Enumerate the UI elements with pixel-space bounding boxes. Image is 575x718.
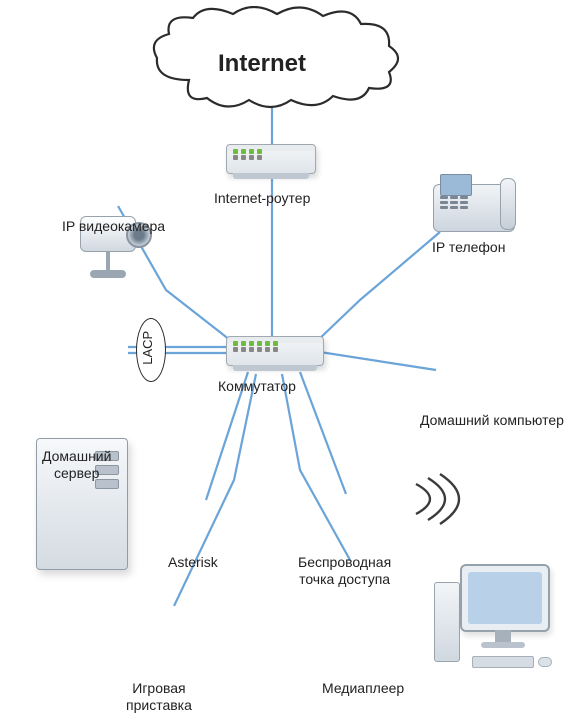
lacp-label: LACP [140, 331, 156, 365]
game-console-label: Игровая приставка [126, 680, 192, 714]
home-pc-icon [432, 564, 552, 674]
router-icon [226, 144, 316, 174]
internet-label: Internet [218, 50, 306, 79]
wireless-ap-label: Беспроводная точка доступа [298, 554, 391, 588]
ip-phone-label: IP телефон [432, 239, 505, 256]
ip-camera-label: IP видеокамера [62, 218, 165, 235]
wifi-waves-icon [408, 472, 480, 526]
media-player-label: Медиаплеер [322, 680, 404, 697]
asterisk-label: Asterisk [168, 554, 218, 571]
home-pc-label: Домашний компьютер [420, 412, 564, 429]
switch-icon [226, 336, 324, 366]
home-server-label: Домашний сервер [42, 448, 111, 482]
switch-label: Коммутатор [218, 378, 296, 395]
router-label: Internet-роутер [214, 190, 310, 207]
ip-phone-icon [428, 162, 518, 232]
network-diagram: Internet Internet-роутер IP телефон IP в… [0, 0, 575, 718]
